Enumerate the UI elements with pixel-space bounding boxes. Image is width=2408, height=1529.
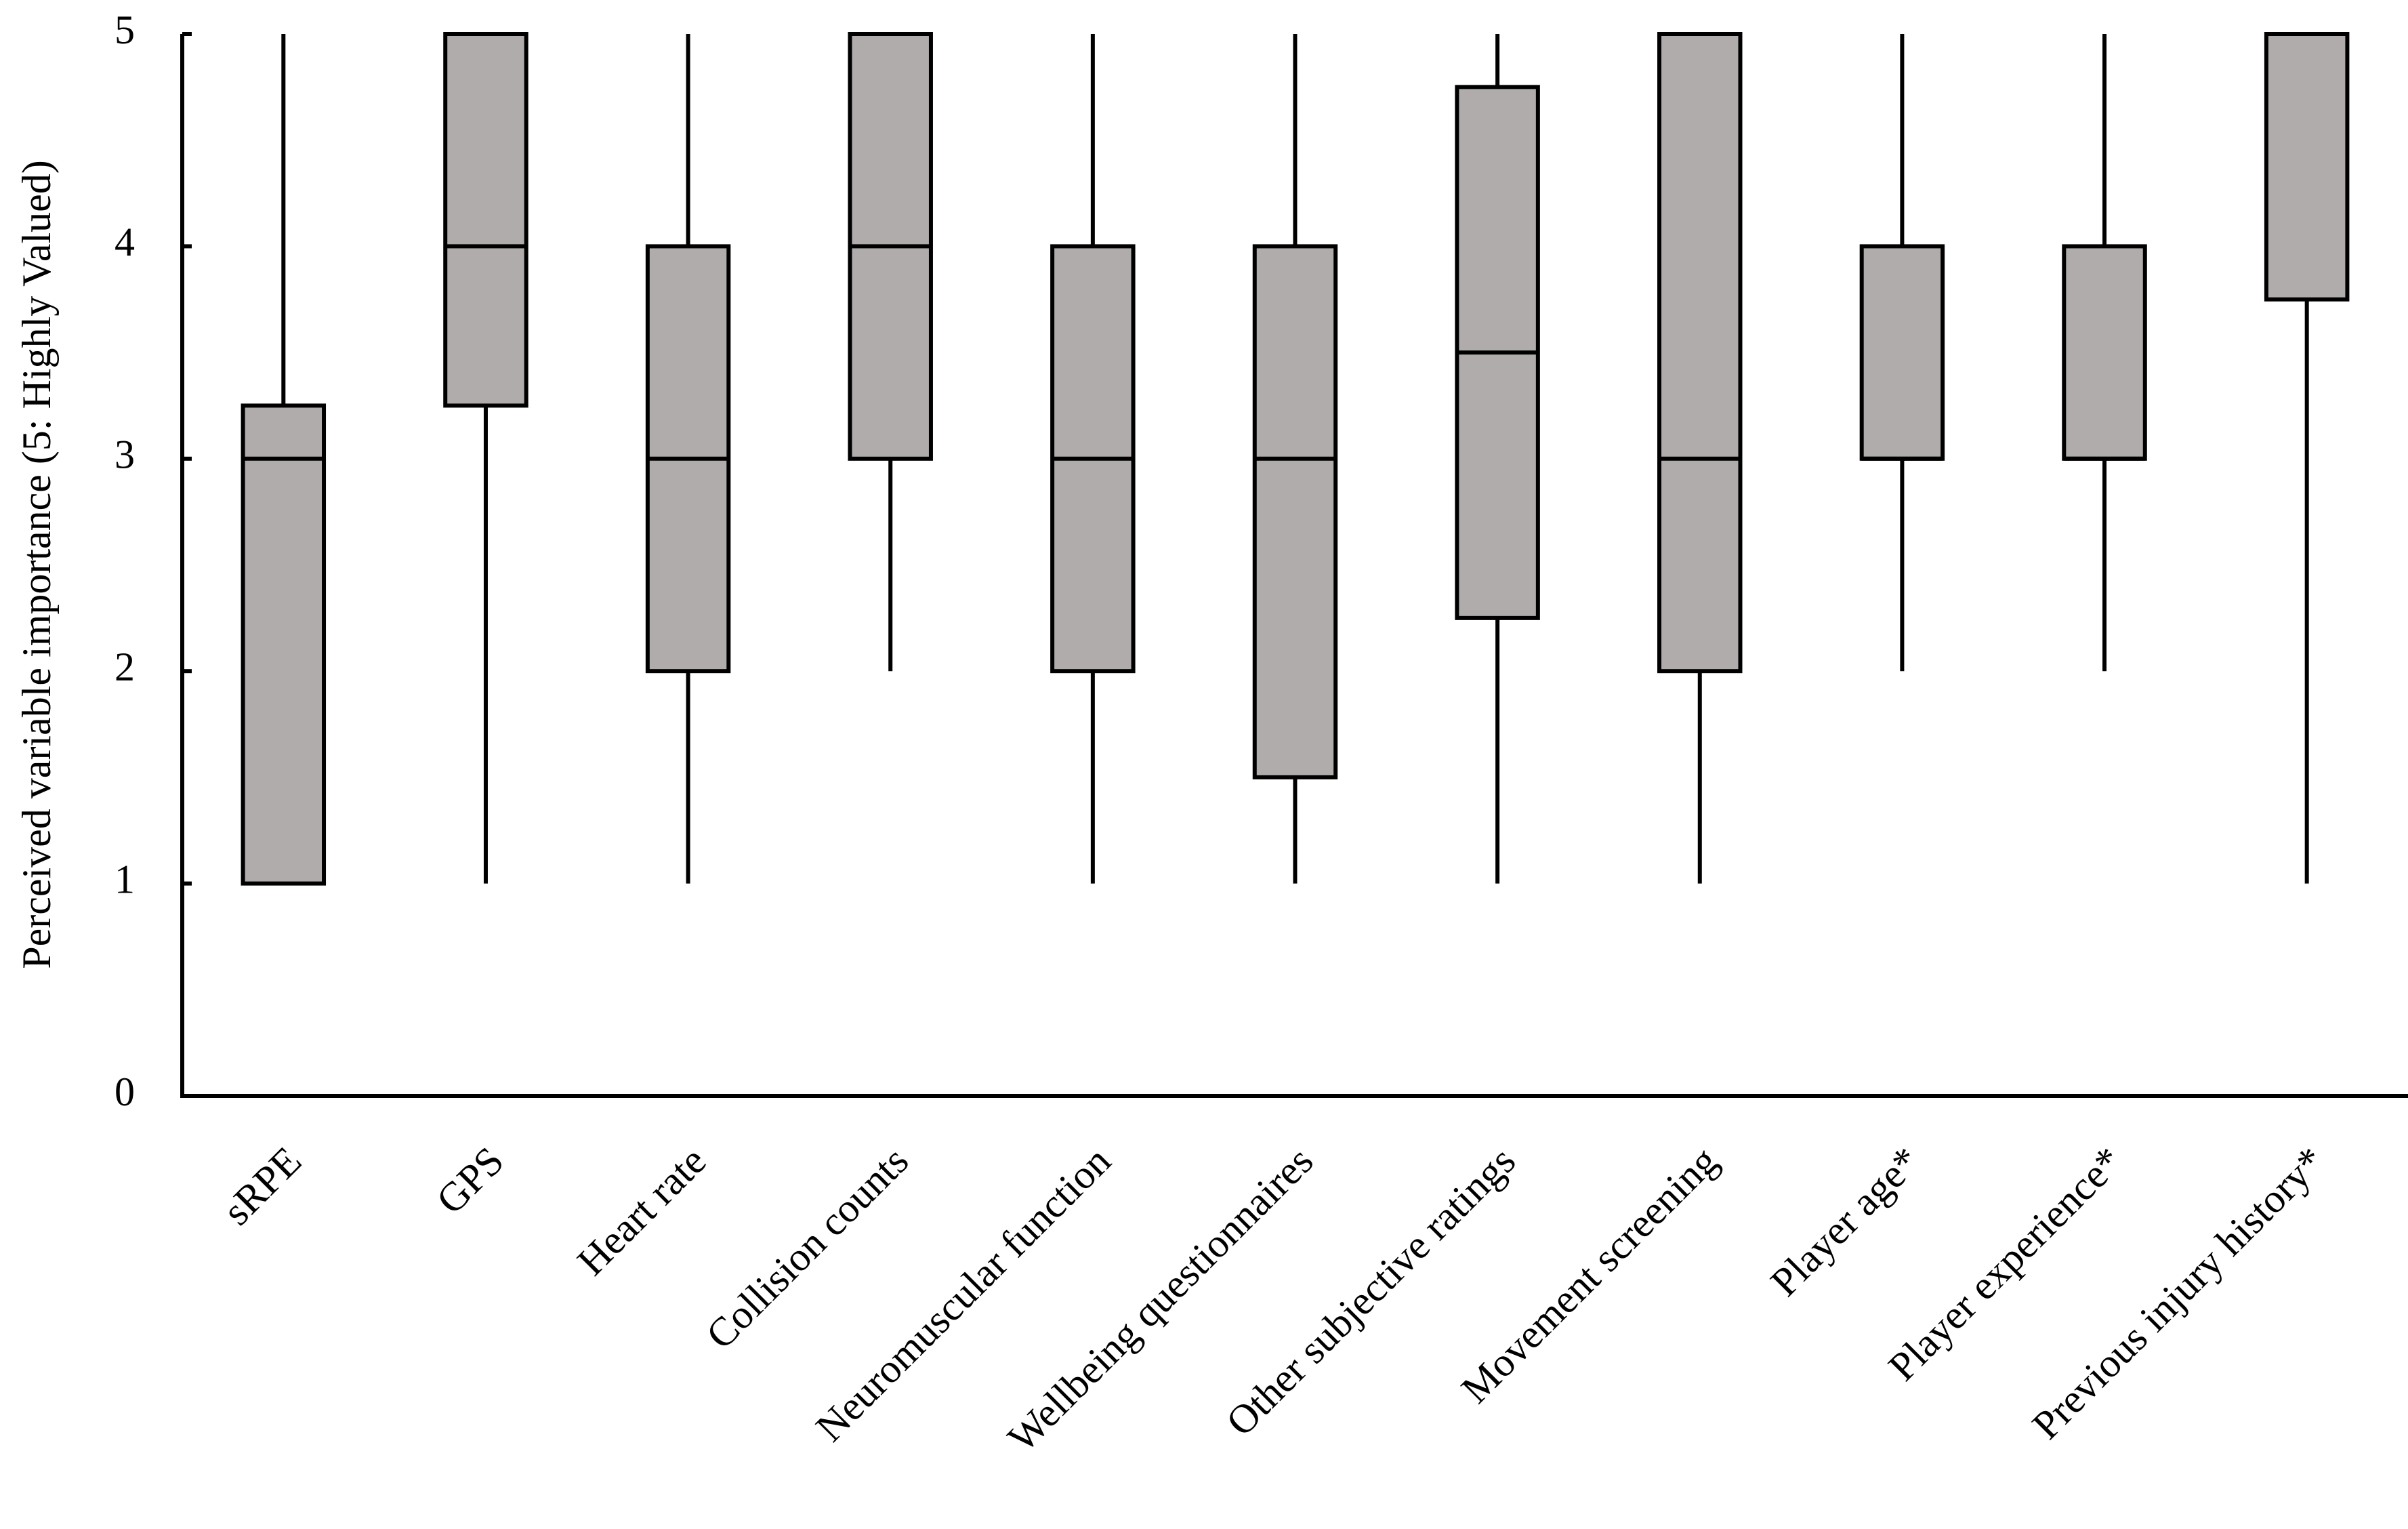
x-tick-label: GPS xyxy=(428,1138,512,1223)
y-tick-label: 4 xyxy=(115,220,135,264)
box xyxy=(1252,244,1338,779)
y-tick-label: 0 xyxy=(115,1069,135,1114)
y-tick-label: 2 xyxy=(115,645,135,689)
y-tick-label: 1 xyxy=(115,857,135,901)
y-tick-label: 3 xyxy=(115,432,135,477)
x-tick-label: Collision counts xyxy=(698,1138,917,1358)
box xyxy=(443,32,528,408)
box xyxy=(1657,32,1743,674)
y-tick-label: 5 xyxy=(115,7,135,52)
x-tick-label: Heart rate xyxy=(568,1138,714,1284)
box xyxy=(1859,244,1945,461)
x-tick-label: Player age* xyxy=(1762,1138,1929,1305)
x-tick-label: sRPE xyxy=(214,1138,310,1234)
box xyxy=(2062,244,2147,461)
y-axis-label: Perceived variable importance (5: Highly… xyxy=(14,160,59,969)
box xyxy=(2264,32,2350,302)
box xyxy=(241,403,327,886)
